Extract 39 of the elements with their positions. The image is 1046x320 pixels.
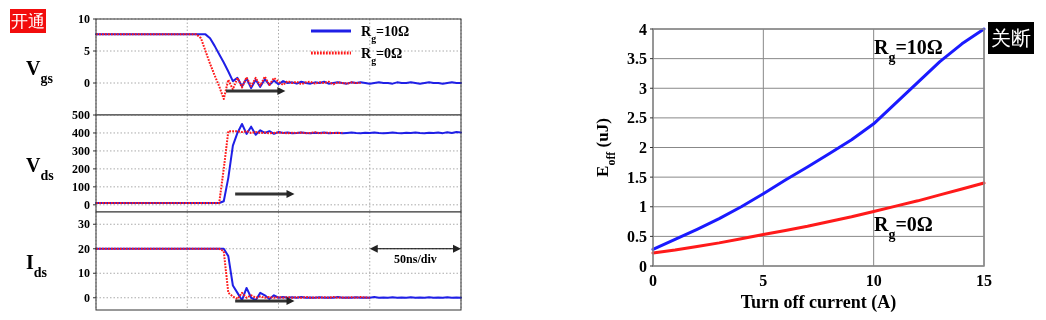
text: 关断 xyxy=(991,26,1031,50)
line-series xyxy=(95,130,344,205)
annotation: 50ns/div xyxy=(394,251,437,266)
y-tick-label: 0 xyxy=(639,257,647,275)
y-tick-label: 2 xyxy=(639,139,647,157)
x-tick-label: 5 xyxy=(759,272,768,289)
legend-label: R$_{g}$=0Ω xyxy=(361,46,403,66)
text: 开通 xyxy=(11,11,45,31)
y-tick-label: 500 xyxy=(72,108,90,123)
y-tick-label: 0 xyxy=(84,290,90,305)
y-tick-label: 5 xyxy=(84,44,90,59)
y-tick-label: 1 xyxy=(639,198,647,216)
x-tick-label: 10 xyxy=(865,272,882,289)
y-tick-label: 4 xyxy=(639,20,647,38)
y-tick-label: 100 xyxy=(72,180,90,195)
x-axis-title: Turn off current (A) xyxy=(740,292,897,313)
line-series xyxy=(95,122,462,205)
y-tick-label: 2.5 xyxy=(627,109,647,127)
y-tick-label: 0.5 xyxy=(627,227,647,245)
y-tick-label: 300 xyxy=(72,144,90,159)
series-label: R$_{g}$=0Ω xyxy=(874,213,933,242)
y-tick-label: 30 xyxy=(78,217,90,232)
y-tick-label: 10 xyxy=(78,12,90,27)
y-tick-label: 0 xyxy=(84,198,90,213)
y-axis-title: V$_{ds}$ xyxy=(26,153,55,182)
y-tick-label: 400 xyxy=(72,126,90,141)
y-axis-title: V$_{gs}$ xyxy=(26,57,54,86)
y-tick-label: 3.5 xyxy=(627,50,647,68)
series-label: R$_{g}$=10Ω xyxy=(874,36,943,65)
line-series xyxy=(651,181,986,255)
y-tick-label: 0 xyxy=(84,76,90,91)
y-tick-label: 1.5 xyxy=(627,168,647,186)
y-tick-label: 200 xyxy=(72,162,90,177)
x-tick-label: 15 xyxy=(976,272,992,289)
legend-label: R$_{g}$=10Ω xyxy=(361,24,410,44)
y-tick-label: 3 xyxy=(639,79,647,97)
line-series xyxy=(95,33,362,100)
y-axis-title: I$_{ds}$ xyxy=(26,251,48,280)
y-tick-label: 20 xyxy=(78,241,90,256)
